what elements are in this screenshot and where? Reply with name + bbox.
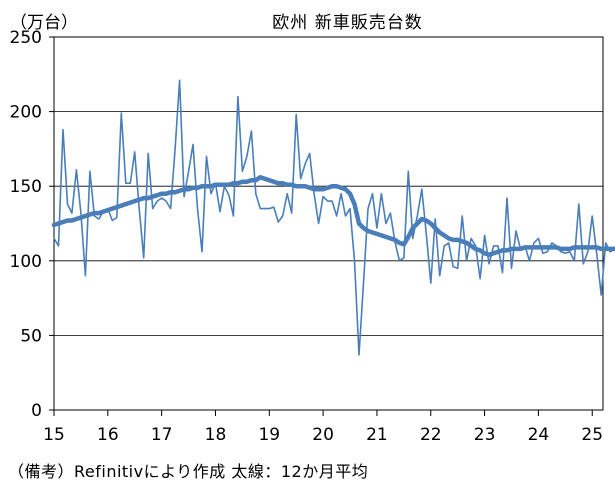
x-tick-label: 18: [205, 425, 227, 445]
y-axis-unit-label: （万台）: [10, 13, 78, 33]
y-tick-label: 250: [10, 28, 42, 48]
series-line-monthly: [53, 79, 615, 356]
x-tick-label: 21: [366, 425, 388, 445]
x-tick-label: 19: [258, 425, 280, 445]
y-tick-label: 50: [20, 326, 42, 346]
plot-frame: [53, 36, 604, 411]
y-tick-label: 100: [10, 252, 42, 272]
x-tick-label: 23: [474, 425, 496, 445]
x-tick-label: 25: [581, 425, 603, 445]
series-line-12-month-average: [51, 174, 615, 258]
x-tick-label: 17: [151, 425, 173, 445]
x-tick-label: 22: [420, 425, 442, 445]
x-tick-label: 15: [43, 425, 65, 445]
x-tick-label: 20: [312, 425, 334, 445]
chart-title: 欧州 新車販売台数: [272, 13, 423, 33]
y-tick-label: 150: [10, 177, 42, 197]
x-tick-label: 24: [528, 425, 550, 445]
y-tick-label: 0: [31, 401, 42, 421]
source-note: （備考）Refinitivにより作成 太線：12か月平均: [8, 462, 369, 481]
x-tick-label: 16: [97, 425, 119, 445]
y-tick-label: 200: [10, 103, 42, 123]
